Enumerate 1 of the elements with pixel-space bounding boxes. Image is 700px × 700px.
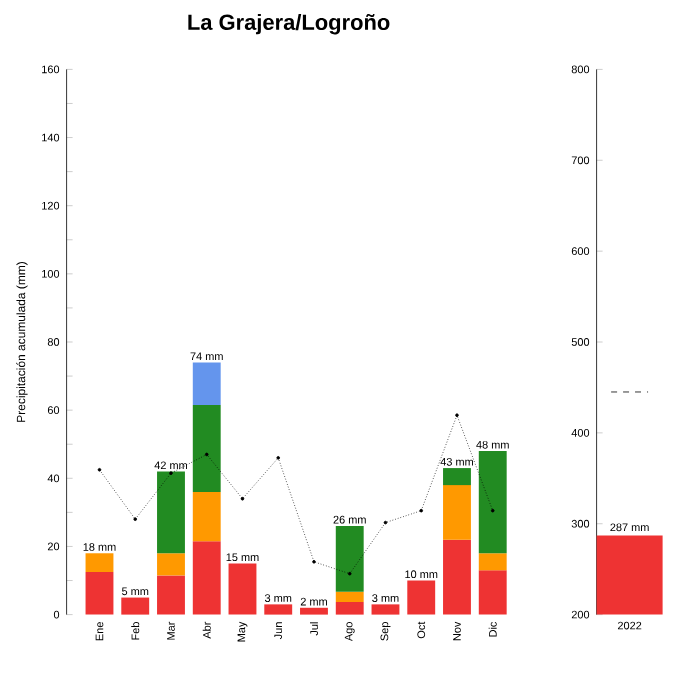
chart-title: La Grajera/Logroño (188, 13, 390, 35)
